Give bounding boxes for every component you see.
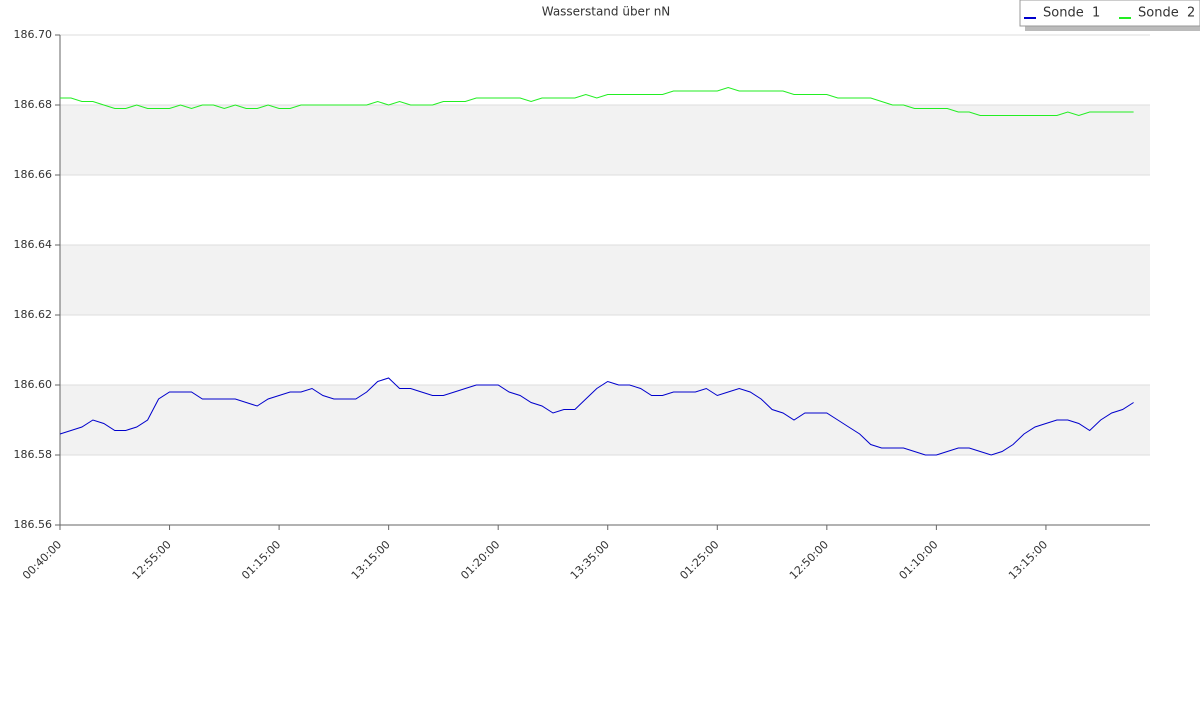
legend — [1019, 0, 1200, 27]
data-line — [60, 86, 1134, 117]
band — [60, 385, 1150, 455]
x-tick-label: 00:40:00 — [20, 538, 64, 582]
x-tick-label: 01:25:00 — [677, 538, 721, 582]
y-tick-label: 186.66 — [14, 168, 53, 181]
x-tick-label: 13:15:00 — [1006, 538, 1050, 582]
x-tick-label: 01:20:00 — [458, 538, 502, 582]
y-tick-label: 186.56 — [14, 518, 53, 531]
y-tick-label: 186.64 — [14, 238, 53, 251]
legend-shadow — [1025, 25, 1200, 31]
legend-label: Sonde 1 — [1043, 6, 1100, 21]
y-tick-label: 186.68 — [14, 98, 53, 111]
y-tick-label: 186.58 — [14, 448, 53, 461]
x-tick-label: 13:35:00 — [568, 538, 612, 582]
y-tick-label: 186.60 — [14, 378, 53, 391]
band — [60, 245, 1150, 315]
x-tick-label: 12:50:00 — [787, 538, 831, 582]
y-tick-label: 186.70 — [14, 28, 53, 41]
band — [60, 105, 1150, 175]
x-tick-label: 01:15:00 — [239, 538, 283, 582]
x-tick-label: 12:55:00 — [130, 538, 174, 582]
data-line — [59, 377, 1134, 456]
y-tick-label: 186.62 — [14, 308, 53, 321]
x-tick-label: 01:10:00 — [896, 538, 940, 582]
chart-title: Wasserstand über nN — [542, 5, 671, 19]
legend-label: Sonde 2 — [1138, 6, 1195, 21]
x-tick-label: 13:15:00 — [349, 538, 393, 582]
